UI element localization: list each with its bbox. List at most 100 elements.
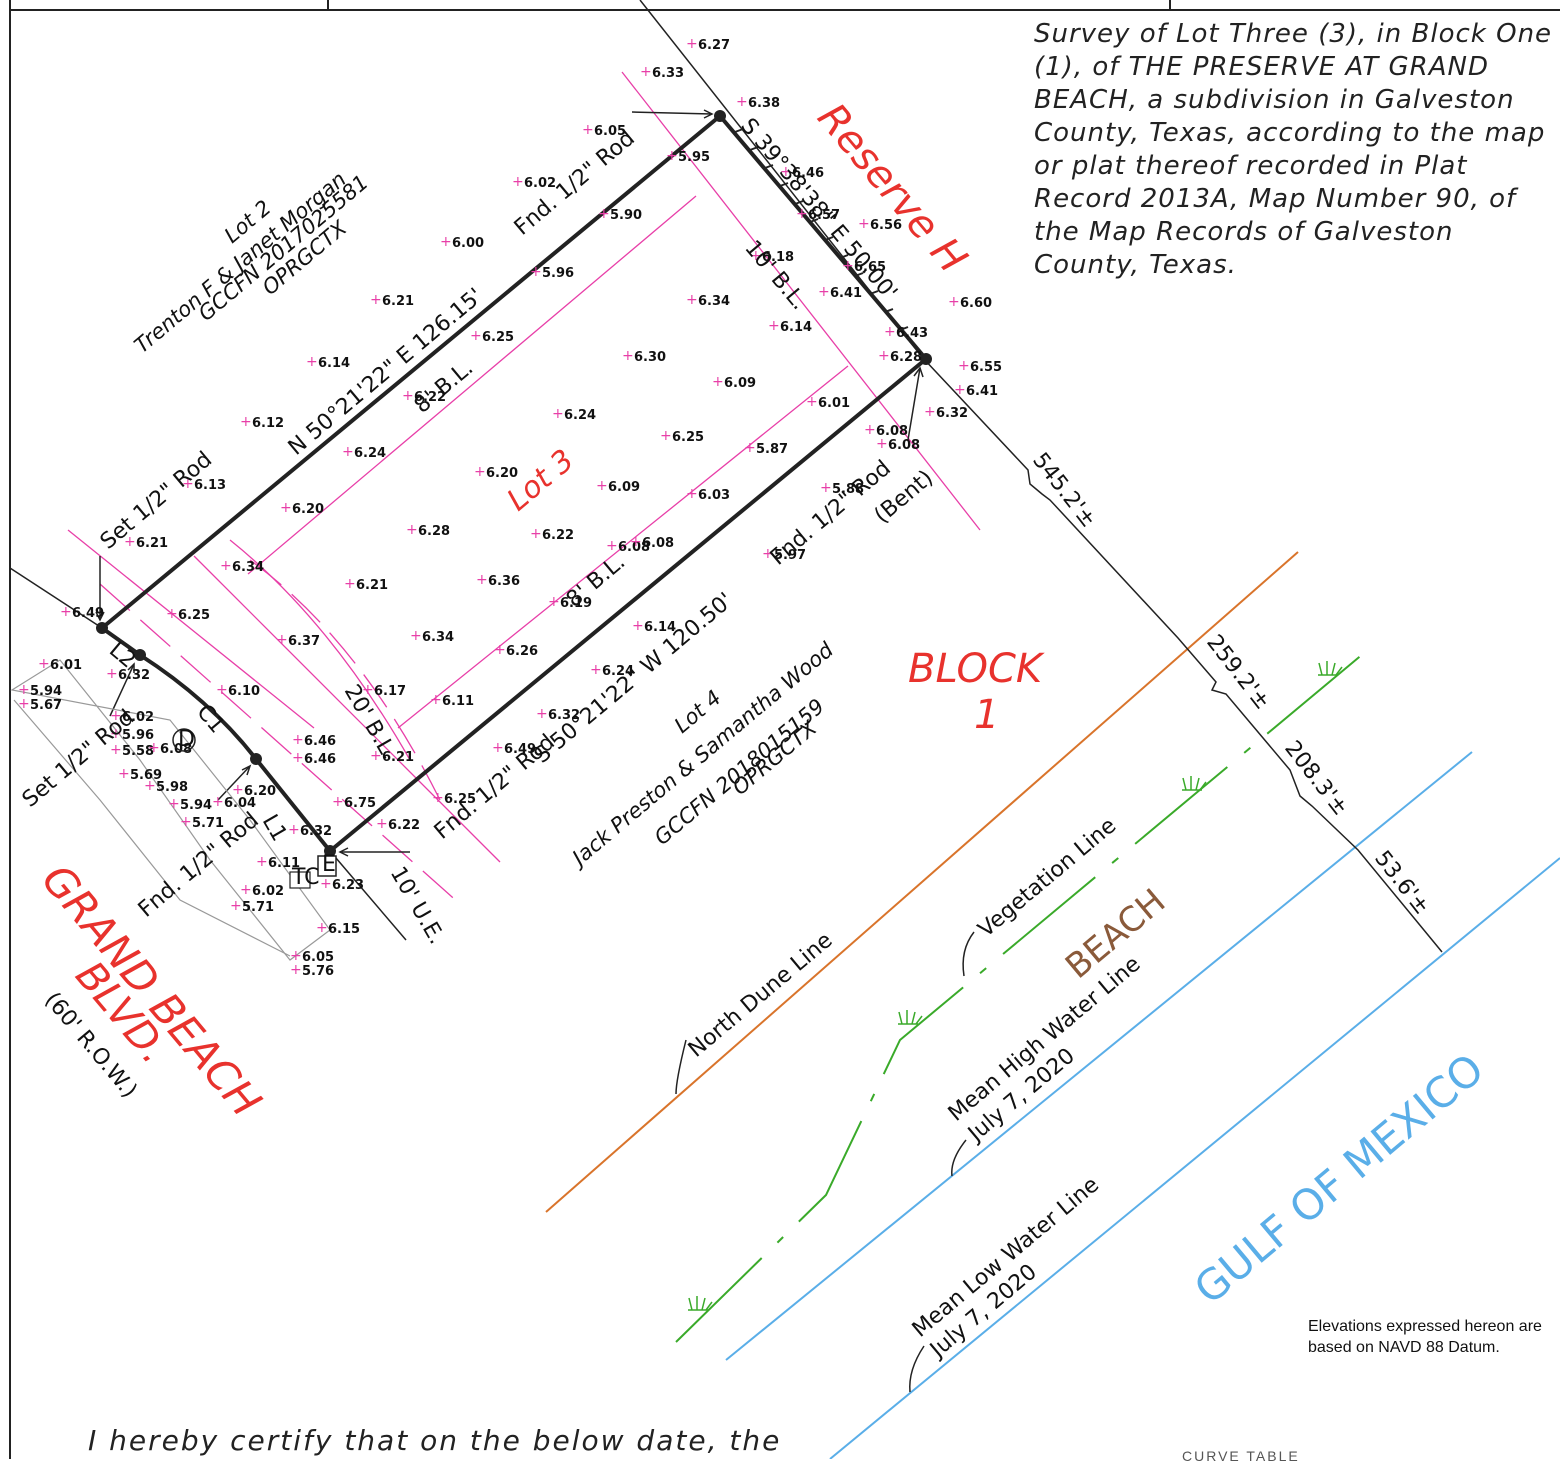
elevation-value: 6.09 — [724, 376, 756, 391]
elevation-value: 5.96 — [122, 728, 154, 743]
gulf-label: GULF OF MEXICO — [1185, 1044, 1493, 1314]
elevation-value: 5.94 — [30, 684, 62, 699]
elevation-marker: + — [958, 358, 970, 374]
elevation-value: 6.46 — [304, 734, 336, 749]
set-rod-west: Set 1/2" Rod — [18, 705, 139, 812]
corner-l2 — [134, 649, 146, 661]
elevation-value: 6.22 — [542, 528, 574, 543]
elevation-value: 6.08 — [876, 424, 908, 439]
elevation-marker: + — [432, 790, 444, 806]
elevation-value: 6.25 — [444, 792, 476, 807]
elevation-value: 6.20 — [486, 466, 518, 481]
elevation-marker: + — [686, 36, 698, 52]
elevation-value: 6.22 — [414, 390, 446, 405]
elevation-value: 6.46 — [792, 166, 824, 181]
elevation-marker: + — [276, 632, 288, 648]
elevation-value: 5.71 — [192, 816, 224, 831]
elevation-marker: + — [876, 436, 888, 452]
elevation-marker: + — [410, 628, 422, 644]
elevation-value: 6.49 — [72, 606, 104, 621]
elevation-marker: + — [60, 604, 72, 620]
elevation-value: 6.25 — [482, 330, 514, 345]
elevation-marker: + — [884, 324, 896, 340]
distance-259: 259.2'± — [1201, 630, 1275, 714]
symbol-e-label: E — [322, 852, 336, 877]
elevation-value: 5.90 — [610, 208, 642, 223]
elevation-marker: + — [596, 478, 608, 494]
elevation-marker: + — [110, 708, 122, 724]
elevation-marker: + — [316, 920, 328, 936]
elevation-marker: + — [744, 440, 756, 456]
corner-north — [714, 110, 726, 122]
elevation-marker: + — [110, 726, 122, 742]
elevation-marker: + — [474, 464, 486, 480]
elevation-marker: + — [736, 94, 748, 110]
elevation-value: 6.57 — [808, 208, 840, 223]
elevation-value: 6.30 — [634, 350, 666, 365]
elevation-spots: +6.27+ 6.33+ 6.38+ 6.05+ 5.95+ 6.02+ 5.90+ 6.00… — [18, 36, 1002, 979]
elevation-marker: + — [180, 814, 192, 830]
elevation-marker: + — [232, 782, 244, 798]
elevation-value: 6.24 — [354, 446, 386, 461]
elevation-value: 6.32 — [118, 668, 150, 683]
elevation-marker: + — [256, 854, 268, 870]
elevation-marker: + — [762, 546, 774, 562]
elevation-marker: + — [878, 348, 890, 364]
elevation-value: 6.32 — [300, 824, 332, 839]
elevation-value: 6.15 — [328, 922, 360, 937]
elevation-value: 5.76 — [302, 964, 334, 979]
elevation-value: 6.60 — [960, 296, 992, 311]
elevation-value: 6.25 — [672, 430, 704, 445]
elevation-value: 6.43 — [896, 326, 928, 341]
elevation-marker: + — [280, 500, 292, 516]
elevation-value: 6.05 — [302, 950, 334, 965]
elevation-value: 6.55 — [970, 360, 1002, 375]
elevation-value: 6.21 — [136, 536, 168, 551]
elevation-marker: + — [440, 234, 452, 250]
lot-3-label: Lot 3 — [501, 443, 581, 518]
elevation-marker: + — [842, 258, 854, 274]
elevation-marker: + — [362, 682, 374, 698]
elevation-value: 6.26 — [506, 644, 538, 659]
elevation-marker: + — [118, 766, 130, 782]
elevation-value: 6.41 — [966, 384, 998, 399]
elevation-marker: + — [38, 656, 50, 672]
elevation-marker: + — [630, 534, 642, 550]
legal-description: Survey of Lot Three (3), in Block One (1… — [1034, 19, 1553, 280]
elevation-value: 5.98 — [156, 780, 188, 795]
elevation-marker: + — [820, 480, 832, 496]
certification-text: I hereby certify that on the below date,… — [88, 1424, 782, 1457]
elevation-value: 6.05 — [594, 124, 626, 139]
elevation-marker: + — [712, 374, 724, 390]
elevation-value: 6.25 — [178, 608, 210, 623]
sidewalk-outline — [10, 659, 331, 961]
elevation-marker: + — [666, 148, 678, 164]
elevation-value: 5.97 — [774, 548, 806, 563]
elevation-marker: + — [590, 662, 602, 678]
elevation-marker: + — [640, 64, 652, 80]
elevation-marker: + — [954, 382, 966, 398]
lot-2-gccfn: GCCFN 2017025581 — [194, 170, 373, 326]
elevation-value: 6.01 — [818, 396, 850, 411]
elevation-marker: + — [530, 264, 542, 280]
elevation-value: 6.14 — [780, 320, 812, 335]
elevation-value: 6.08 — [888, 438, 920, 453]
elevation-value: 5.95 — [678, 150, 710, 165]
elevation-marker: + — [582, 122, 594, 138]
elevation-value: 6.21 — [382, 750, 414, 765]
block-1-number: 1 — [974, 692, 999, 738]
elevation-marker: + — [492, 740, 504, 756]
elevation-value: 6.04 — [224, 796, 256, 811]
elevation-value: 6.21 — [382, 294, 414, 309]
elevation-marker: + — [622, 348, 634, 364]
elevation-value: 6.27 — [698, 38, 730, 53]
elevation-value: 5.71 — [242, 900, 274, 915]
elevation-value: 6.37 — [288, 634, 320, 649]
elevation-value: 5.96 — [542, 266, 574, 281]
elevation-marker: + — [110, 742, 122, 758]
elevation-marker: + — [306, 354, 318, 370]
corner-c1 — [250, 753, 262, 765]
elevation-marker: + — [512, 174, 524, 190]
elevation-marker: + — [240, 882, 252, 898]
